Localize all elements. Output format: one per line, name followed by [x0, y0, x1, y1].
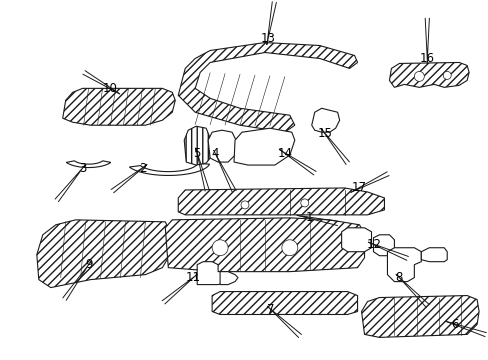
Circle shape: [241, 201, 248, 209]
Text: 15: 15: [317, 127, 331, 140]
Polygon shape: [178, 188, 384, 215]
Text: 1: 1: [305, 211, 313, 224]
Circle shape: [413, 71, 424, 81]
Polygon shape: [388, 62, 468, 87]
Text: 4: 4: [211, 147, 219, 159]
Text: 7: 7: [266, 303, 274, 316]
Polygon shape: [62, 88, 175, 125]
Text: 10: 10: [103, 82, 118, 95]
Polygon shape: [129, 163, 209, 175]
Circle shape: [300, 199, 308, 207]
Polygon shape: [37, 220, 168, 288]
Polygon shape: [311, 108, 339, 132]
Polygon shape: [220, 272, 238, 285]
Text: 12: 12: [366, 238, 381, 251]
Text: 16: 16: [419, 52, 434, 65]
Text: 5: 5: [193, 147, 201, 159]
Text: 13: 13: [260, 32, 275, 45]
Polygon shape: [197, 262, 227, 285]
Polygon shape: [341, 228, 371, 252]
Text: 11: 11: [185, 271, 200, 284]
Polygon shape: [234, 128, 294, 165]
Polygon shape: [66, 161, 111, 167]
Text: 9: 9: [85, 258, 92, 271]
Polygon shape: [212, 292, 357, 315]
Text: 3: 3: [79, 162, 86, 175]
Polygon shape: [373, 235, 394, 256]
Polygon shape: [421, 248, 447, 262]
Polygon shape: [208, 130, 236, 162]
Polygon shape: [361, 296, 478, 337]
Polygon shape: [386, 248, 421, 282]
Circle shape: [442, 71, 450, 80]
Circle shape: [212, 240, 227, 256]
Text: 6: 6: [450, 318, 458, 331]
Text: 8: 8: [395, 271, 402, 284]
Polygon shape: [178, 42, 357, 132]
Polygon shape: [165, 218, 364, 272]
Text: 2: 2: [139, 162, 146, 175]
Polygon shape: [184, 126, 210, 165]
Text: 14: 14: [277, 147, 292, 159]
Circle shape: [281, 240, 297, 256]
Text: 17: 17: [351, 181, 366, 194]
